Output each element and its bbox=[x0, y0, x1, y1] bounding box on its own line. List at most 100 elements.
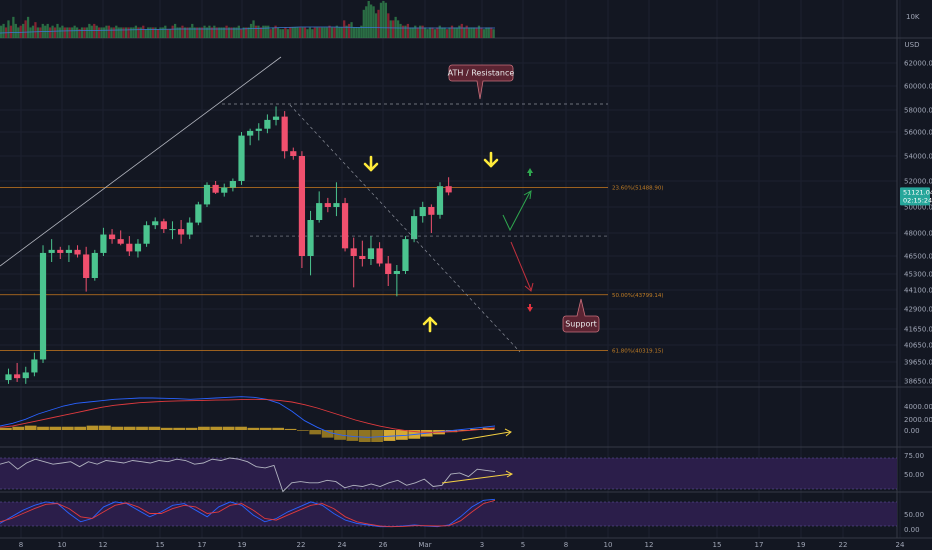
macd-series-line bbox=[0, 396, 496, 438]
volume-bar bbox=[93, 23, 96, 38]
candle-body bbox=[247, 130, 254, 136]
volume-bar bbox=[149, 27, 152, 38]
time-tick-label: 10 bbox=[58, 541, 67, 549]
time-tick-label: 12 bbox=[99, 541, 108, 549]
candle-body bbox=[152, 221, 159, 226]
candle-body bbox=[255, 128, 262, 131]
candle-body bbox=[445, 186, 452, 193]
rsi-divergence-line bbox=[441, 473, 512, 484]
time-tick-label: 17 bbox=[198, 541, 207, 549]
candle-body bbox=[385, 263, 392, 274]
volume-bar bbox=[303, 27, 307, 38]
volume-bar bbox=[71, 27, 74, 38]
volume-bar bbox=[223, 27, 226, 38]
volume-bar bbox=[193, 27, 196, 38]
volume-bar bbox=[247, 27, 250, 38]
volume-bar bbox=[110, 27, 113, 38]
time-tick-label: 10 bbox=[604, 541, 613, 549]
macd-histogram-bar bbox=[185, 427, 198, 430]
volume-bar bbox=[296, 27, 299, 38]
volume-bar bbox=[191, 23, 194, 38]
candle-body bbox=[160, 221, 167, 230]
volume-bar bbox=[443, 27, 446, 38]
candle-body bbox=[428, 207, 435, 215]
volume-bar bbox=[245, 27, 248, 38]
volume-bar bbox=[102, 27, 106, 38]
macd-histogram-bar bbox=[148, 426, 161, 430]
volume-bar bbox=[95, 25, 98, 38]
macd-histogram-bar bbox=[284, 428, 297, 430]
volume-bar bbox=[14, 23, 17, 38]
volume-bar bbox=[127, 27, 130, 38]
macd-histogram-bar bbox=[210, 426, 223, 430]
volume-bar bbox=[198, 27, 201, 38]
macd-histogram-bar bbox=[297, 430, 309, 431]
candle-body bbox=[14, 374, 21, 379]
candle-body bbox=[229, 181, 236, 188]
candle-body bbox=[238, 135, 245, 181]
candle-body bbox=[83, 254, 90, 278]
volume-bar bbox=[441, 27, 444, 38]
volume-bar bbox=[294, 27, 297, 38]
volume-bar bbox=[345, 25, 348, 38]
candle-body bbox=[324, 203, 331, 207]
volume-bar bbox=[362, 9, 365, 38]
stoch-pane bbox=[0, 498, 496, 528]
current-price-tag bbox=[900, 187, 930, 206]
volume-bar bbox=[120, 27, 123, 38]
macd-series-line bbox=[0, 398, 496, 433]
volume-bar bbox=[367, 1, 370, 38]
volume-bar bbox=[105, 25, 108, 38]
candle-body bbox=[212, 184, 219, 193]
time-tick-label: 15 bbox=[156, 541, 165, 549]
macd-histogram-bar bbox=[86, 425, 99, 430]
candle-body bbox=[186, 222, 193, 235]
volume-bar bbox=[147, 27, 150, 38]
volume-bar bbox=[22, 23, 25, 38]
volume-bar bbox=[396, 20, 400, 38]
volume-bar bbox=[308, 27, 312, 38]
volume-bar bbox=[485, 27, 488, 38]
candle-body bbox=[91, 252, 98, 278]
macd-histogram-bar bbox=[49, 426, 62, 430]
volume-bar bbox=[313, 27, 316, 38]
volume-bar bbox=[428, 27, 432, 38]
macd-tick-label: 4000.00 bbox=[904, 403, 932, 411]
volume-bar bbox=[173, 23, 177, 38]
volume-bar bbox=[438, 25, 441, 38]
candle-body bbox=[264, 119, 271, 129]
volume-bar bbox=[220, 27, 223, 38]
time-tick-label: 19 bbox=[797, 541, 806, 549]
volume-bar bbox=[281, 29, 285, 38]
volume-bar bbox=[259, 27, 262, 38]
price-tick-label: 56000.00 bbox=[904, 129, 932, 137]
volume-bar bbox=[166, 29, 169, 38]
stoch-band bbox=[0, 502, 897, 526]
volume-bar bbox=[338, 27, 341, 38]
macd-tick-label: 2000.00 bbox=[904, 416, 932, 424]
volume-bar bbox=[445, 29, 449, 38]
time-tick-label: 22 bbox=[297, 541, 306, 549]
descending-dotted-line bbox=[289, 104, 521, 353]
volume-bar bbox=[9, 25, 13, 38]
macd-pane bbox=[0, 396, 496, 442]
volume-bar bbox=[318, 27, 321, 38]
volume-bar bbox=[470, 27, 473, 38]
macd-divergence-line bbox=[461, 431, 511, 441]
volume-bar bbox=[289, 27, 292, 38]
candle-body bbox=[341, 203, 349, 249]
candle-body bbox=[126, 243, 133, 252]
macd-histogram-bar bbox=[99, 425, 111, 430]
volume-bar bbox=[181, 25, 184, 38]
price-tick-label: 62000.00 bbox=[904, 60, 932, 68]
candle-body bbox=[367, 248, 375, 259]
volume-ma-line bbox=[0, 26, 495, 34]
volume-bar bbox=[83, 27, 86, 38]
volume-bar bbox=[276, 27, 280, 38]
volume-bar bbox=[115, 25, 118, 38]
macd-histogram-bar bbox=[445, 430, 458, 433]
macd-histogram-bar bbox=[259, 427, 272, 430]
time-tick-label: 12 bbox=[645, 541, 654, 549]
volume-bar bbox=[26, 16, 30, 38]
